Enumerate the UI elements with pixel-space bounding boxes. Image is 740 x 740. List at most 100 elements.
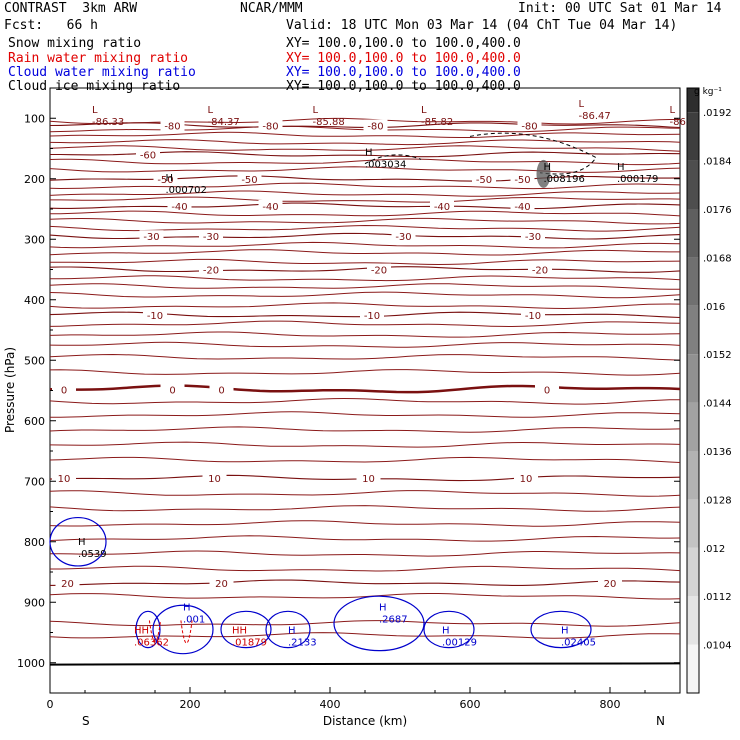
contour-label-bg (136, 148, 160, 160)
extremum-value: .00129 (442, 637, 477, 648)
colorbar-swatch (687, 112, 699, 161)
extremum-symbol: L (670, 105, 676, 116)
contour-label-bg (521, 230, 545, 242)
colorbar-swatch (687, 451, 699, 500)
extremum-value: .000702 (166, 185, 207, 196)
extremum-value: -85.82 (421, 117, 453, 128)
contour-label: 0 (169, 385, 175, 396)
contour-label-bg (55, 576, 80, 588)
isotherm-line (49, 632, 681, 639)
colorbar-tick-label: .0192 (703, 108, 732, 119)
isotherm-labeled-line (49, 202, 681, 210)
extremum-value: .06362 (134, 637, 169, 648)
contour-label: -20 (371, 266, 387, 277)
extremum-value: -85.88 (313, 117, 345, 128)
cloud-water-contour (333, 595, 425, 652)
right-endpoint-label: N (656, 714, 665, 728)
contour-label-bg (528, 263, 552, 275)
extremum-symbol: L (313, 105, 319, 116)
colorbar-unit: g kg⁻¹ (694, 87, 722, 97)
extremum-value: -86.47 (579, 111, 611, 122)
y-axis-label: Pressure (hPa) (3, 347, 17, 433)
contour-label-bg (517, 119, 542, 131)
rain-contour (148, 620, 162, 643)
isotherm-line (49, 131, 681, 138)
contour-label: 0 (61, 385, 67, 396)
model-title: CONTRAST 3km ARW (4, 1, 138, 16)
field-xy-snow: XY= 100.0,100.0 to 100.0,400.0 (286, 36, 521, 51)
extremum-symbol: H (166, 173, 174, 184)
snow-shading (536, 159, 551, 188)
surface-line (49, 662, 681, 666)
contour-label-bg (360, 308, 384, 320)
contour-label-bg (356, 472, 381, 484)
isotherm-line (49, 397, 681, 405)
colorbar-frame (686, 87, 700, 694)
isotherm-line (49, 353, 681, 361)
isotherm-labeled-line (49, 175, 681, 182)
field-label-rain: Rain water mixing ratio (8, 51, 189, 66)
contour-label: 10 (208, 474, 221, 485)
extremum-symbol: L (421, 105, 427, 116)
field-xy-rain: XY= 100.0,100.0 to 100.0,400.0 (286, 51, 521, 66)
contour-label: -20 (203, 266, 219, 277)
extremum-value: .001 (183, 614, 205, 625)
isotherm-line (49, 520, 681, 527)
extremum-symbol: H (379, 602, 387, 613)
contour-label: -20 (532, 266, 548, 277)
extremum-value: .000179 (617, 174, 658, 185)
y-tick-label: 600 (24, 415, 45, 428)
contour-label-bg (167, 199, 192, 211)
isotherm-labeled-line (49, 384, 681, 394)
organization-label: NCAR/MMM (240, 1, 303, 16)
contour-label: 10 (362, 474, 375, 485)
extremum-value: -86.33 (92, 117, 124, 128)
extremum-symbol: H (544, 162, 552, 173)
extremum-symbol: H (288, 625, 296, 636)
contour-label: 10 (520, 474, 533, 485)
contour-label: -40 (262, 202, 278, 213)
colorbar-swatch (687, 257, 699, 306)
contour-label: 20 (604, 579, 617, 590)
contour-label-bg (258, 119, 283, 131)
colorbar-tick-label: .0184 (703, 157, 732, 168)
cloud-water-contour (135, 610, 161, 649)
contour-label: -30 (143, 232, 159, 243)
colorbar-swatch (687, 499, 699, 548)
isotherm-line (50, 196, 681, 203)
contour-label: -50 (241, 175, 257, 186)
x-axis-label: Distance (km) (323, 714, 407, 728)
isotherm-line (49, 426, 681, 433)
isotherm-line (49, 331, 681, 338)
isotherm-line (49, 139, 681, 146)
isotherm-labeled-line (49, 579, 681, 586)
contour-label: -80 (164, 122, 180, 133)
contour-label: -80 (367, 122, 383, 133)
contour-label: -10 (147, 311, 163, 322)
contour-label: -30 (203, 232, 219, 243)
contour-label-bg (510, 172, 535, 184)
isotherm-line (49, 291, 681, 299)
extremum-value: .2687 (379, 614, 408, 625)
isotherm-line (49, 369, 681, 376)
contour-label-bg (139, 230, 164, 242)
isotherm-line (49, 302, 681, 310)
colorbar-swatch (687, 547, 699, 597)
extremum-symbol: H (183, 602, 191, 613)
isotherm-line (49, 283, 681, 290)
field-label-cloud-water: Cloud water mixing ratio (8, 65, 196, 80)
contour-label-bg (510, 199, 535, 211)
forecast-hour: Fcst: 66 h (4, 18, 98, 33)
cloud-water-contour (530, 610, 592, 649)
isotherm-labeled-line (49, 266, 681, 273)
field-xy-cloud-water: XY= 100.0,100.0 to 100.0,400.0 (286, 65, 521, 80)
cloud-water-contour (152, 604, 214, 655)
colorbar-swatch (687, 88, 699, 113)
contour-label-bg (202, 472, 227, 484)
extremum-symbol: L (92, 105, 98, 116)
colorbar-tick-label: .0104 (703, 641, 732, 652)
contour-label: 0 (218, 385, 224, 396)
extremum-symbol: H (365, 147, 373, 158)
isotherm-line (49, 341, 681, 348)
